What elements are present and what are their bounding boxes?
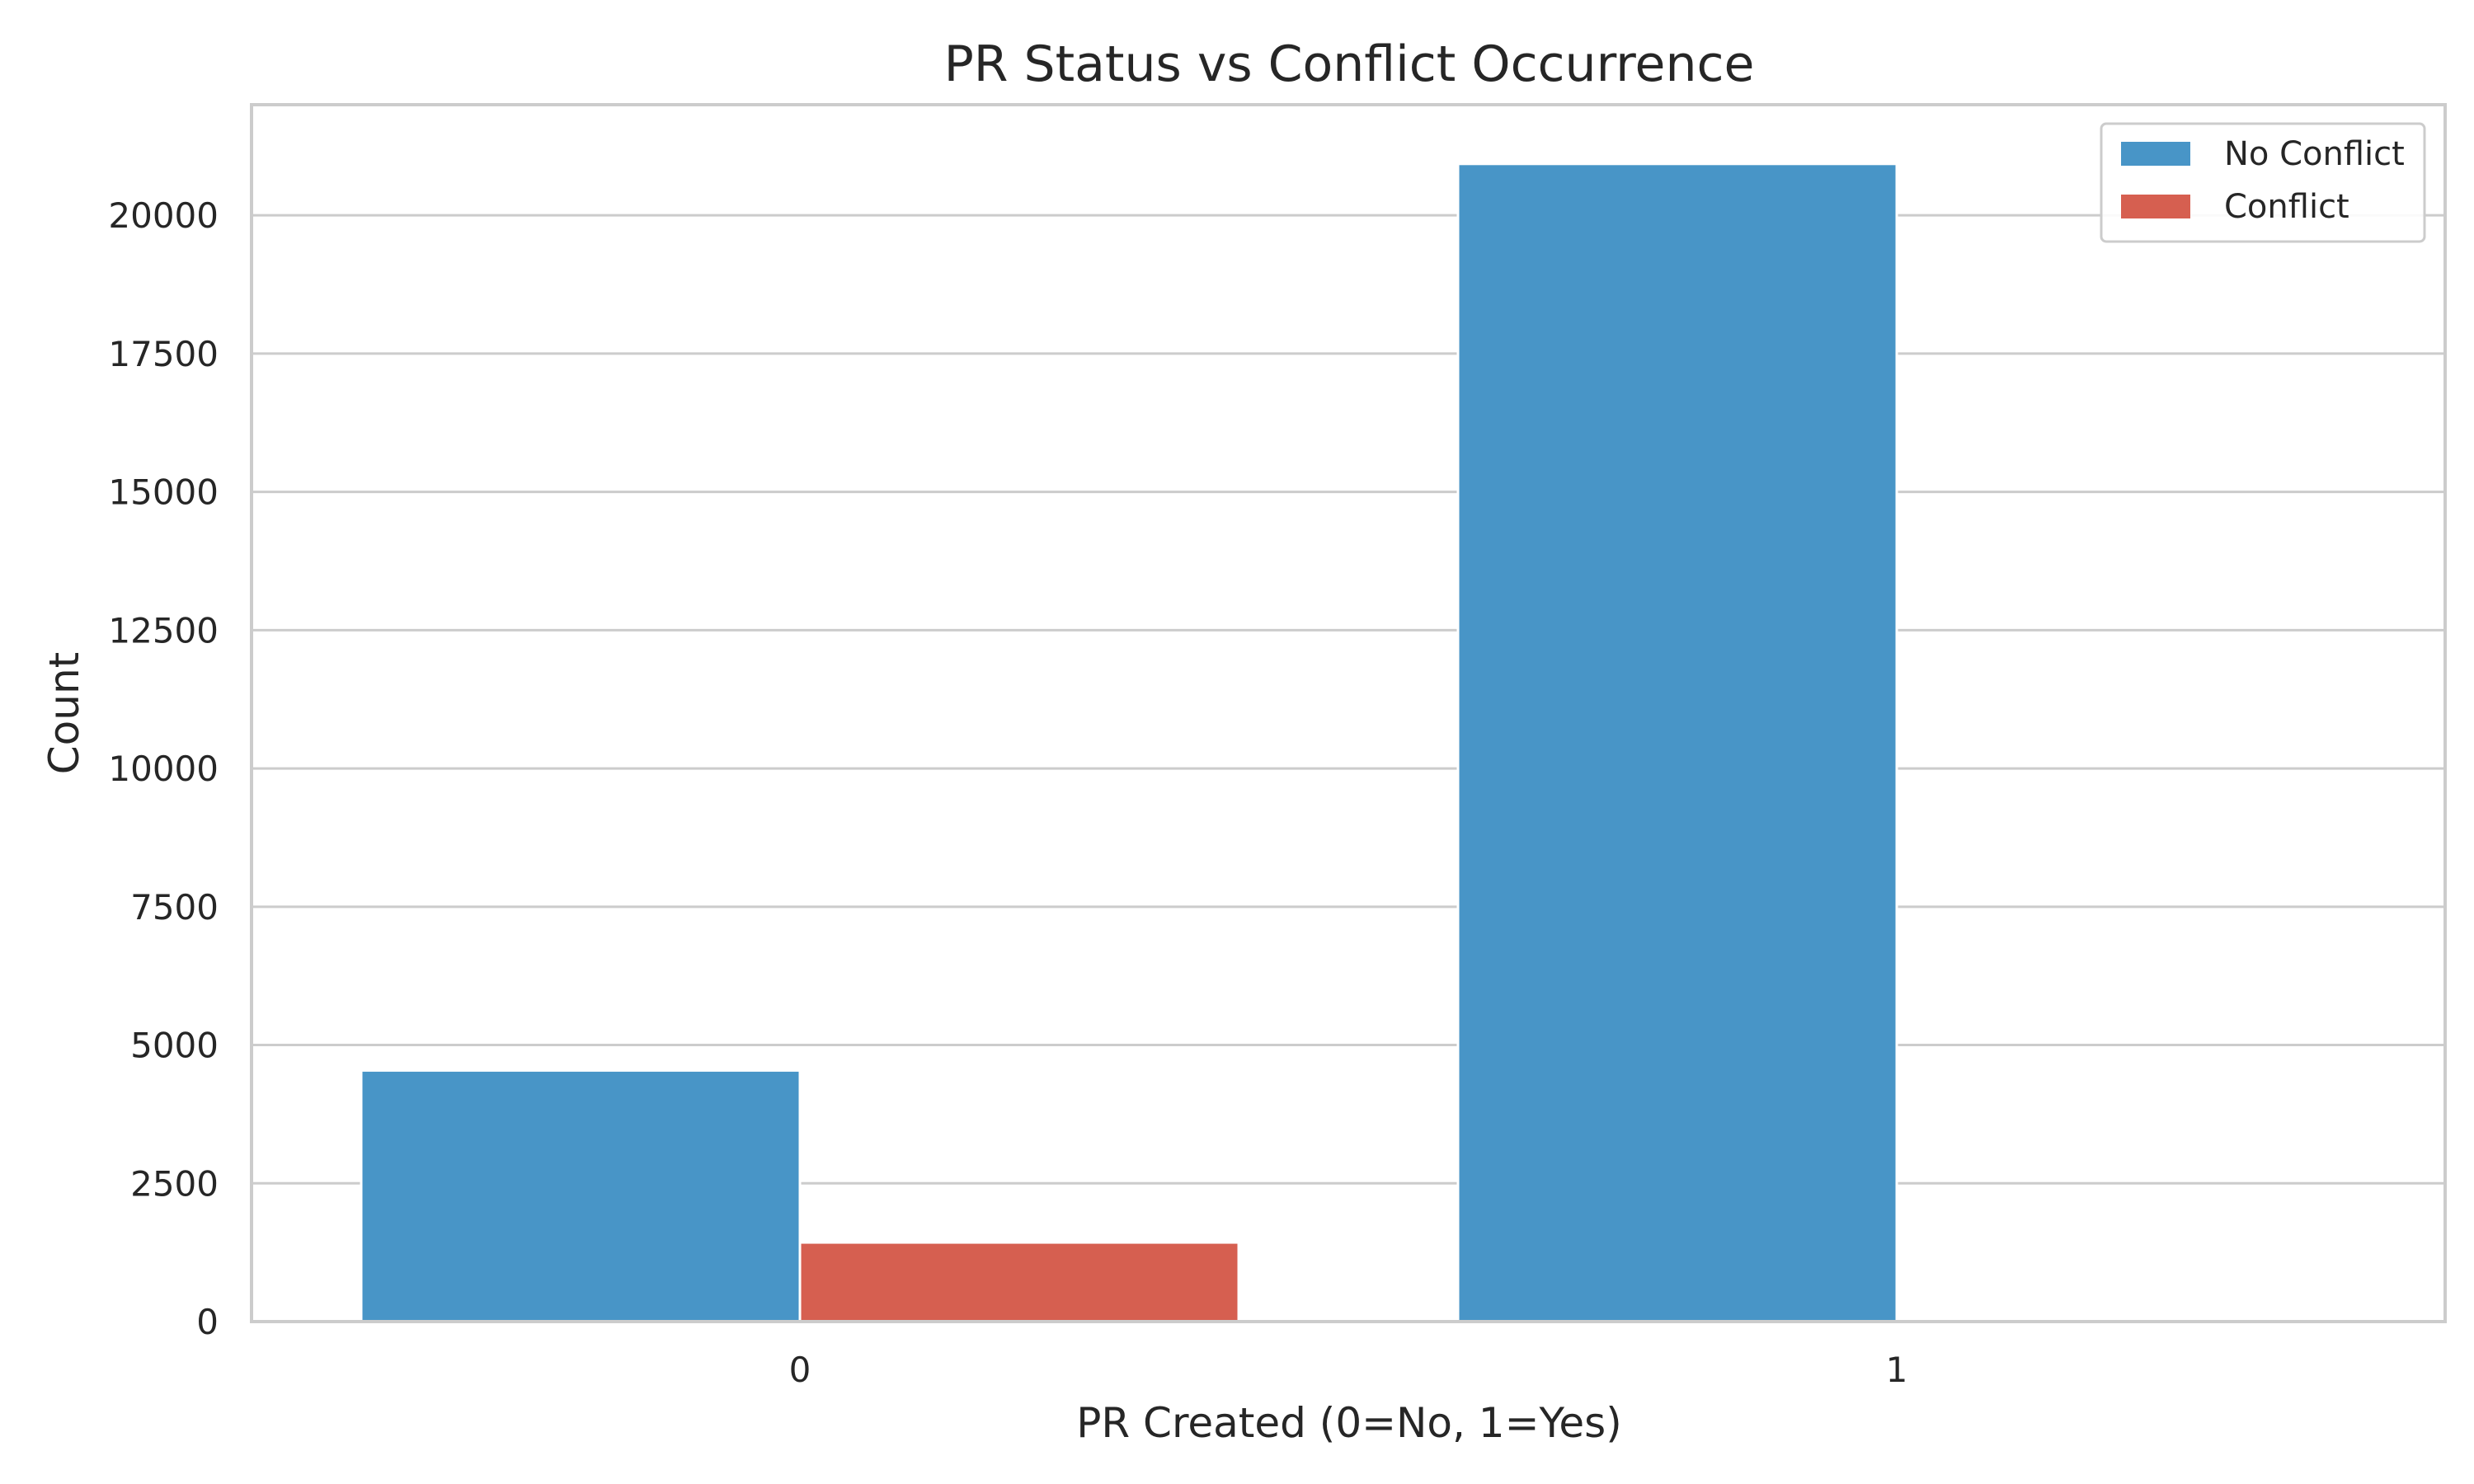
legend-swatch-conflict xyxy=(2121,195,2190,218)
y-tick-label: 20000 xyxy=(108,195,219,236)
legend: No Conflict Conflict xyxy=(2100,122,2426,243)
y-tick-label: 17500 xyxy=(108,334,219,374)
y-tick-label: 10000 xyxy=(108,749,219,789)
legend-swatch-no-conflict xyxy=(2121,142,2190,166)
y-tick-label: 2500 xyxy=(130,1163,219,1204)
y-tick-label: 7500 xyxy=(130,887,219,928)
chart-title: PR Status vs Conflict Occurrence xyxy=(944,35,1755,93)
y-axis-label: Count xyxy=(40,652,88,775)
y-tick-label: 12500 xyxy=(108,610,219,650)
bar-conflict-0 xyxy=(798,1241,1240,1323)
x-tick-label: 1 xyxy=(1886,1350,1908,1390)
gridlines xyxy=(252,214,2445,1185)
y-tick-label: 0 xyxy=(196,1302,219,1342)
legend-label-no-conflict: No Conflict xyxy=(2224,135,2405,173)
plot-frame xyxy=(250,103,2447,1323)
legend-label-conflict: Conflict xyxy=(2224,188,2349,226)
x-tick-label: 0 xyxy=(789,1350,811,1390)
bar-no-conflict-1 xyxy=(1456,162,1898,1323)
y-tick-label: 5000 xyxy=(130,1026,219,1066)
bars xyxy=(360,162,1898,1323)
bar-no-conflict-0 xyxy=(360,1068,802,1323)
y-axis-ticks: 0 2500 5000 7500 10000 12500 15000 17500 20000 xyxy=(108,195,219,1342)
y-tick-label: 15000 xyxy=(108,472,219,513)
x-axis-label: PR Created (0=No, 1=Yes) xyxy=(1076,1399,1621,1447)
